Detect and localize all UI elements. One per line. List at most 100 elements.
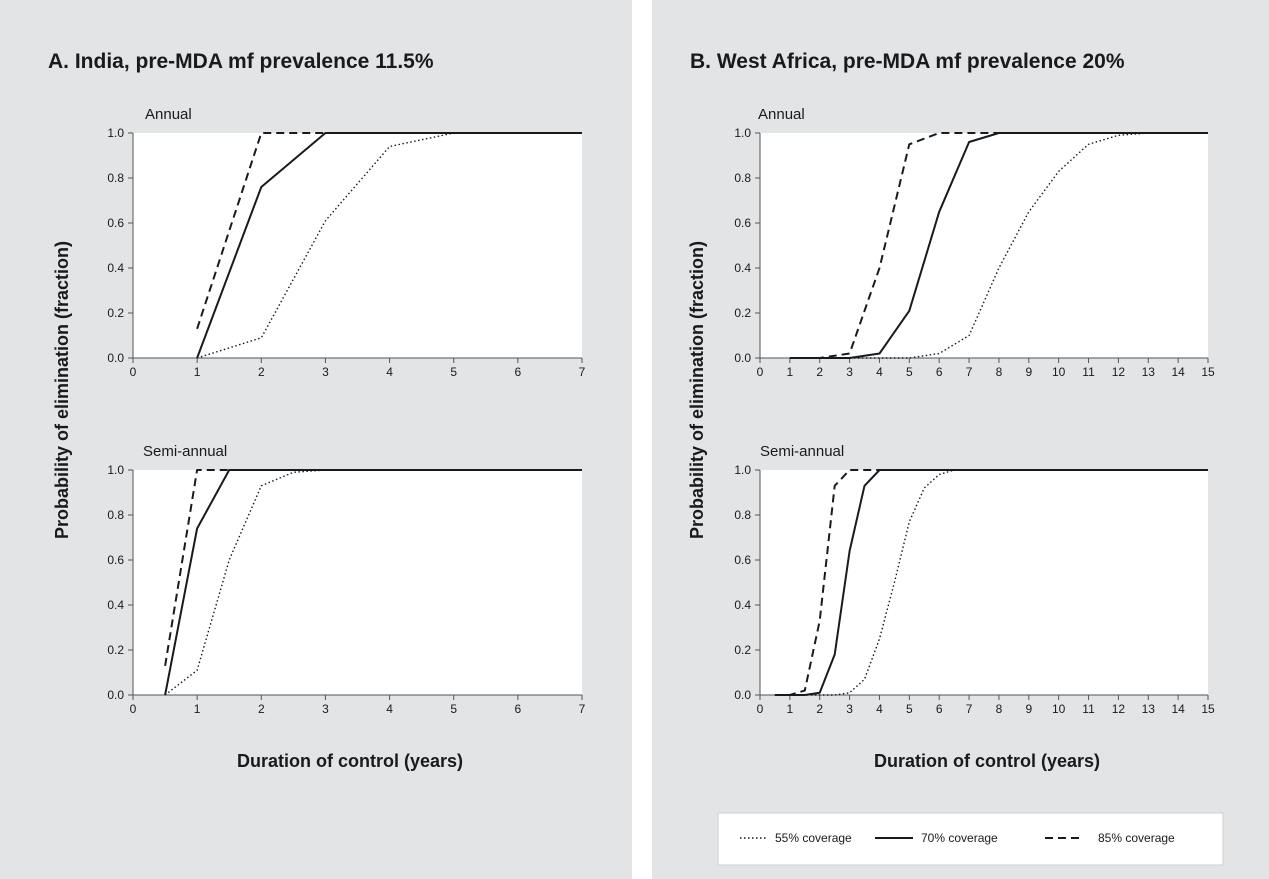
x-tick-label: 1 bbox=[194, 702, 201, 716]
y-tick-label: 0.2 bbox=[734, 643, 751, 657]
chart-westafrica-semiannual: 0.00.20.40.60.81.00 1 2 3 4 5 6 7 8 9 10 11 12 13 14 15 bbox=[734, 463, 1215, 716]
x-tick-label: 2 bbox=[816, 702, 823, 716]
x-tick-label: 6 bbox=[936, 365, 943, 379]
x-tick-label: 1 bbox=[194, 365, 201, 379]
y-tick-label: 0.6 bbox=[734, 216, 751, 230]
x-tick-label: 3 bbox=[846, 702, 853, 716]
x-tick-label: 9 bbox=[1025, 365, 1032, 379]
x-tick-label: 13 bbox=[1142, 365, 1156, 379]
x-tick-label: 4 bbox=[876, 702, 883, 716]
x-tick-label: 3 bbox=[322, 365, 329, 379]
x-tick-label: 1 bbox=[787, 365, 794, 379]
y-tick-label: 0.4 bbox=[107, 261, 124, 275]
y-tick-label: 0.8 bbox=[734, 171, 751, 185]
series-line-dotted bbox=[164, 469, 582, 696]
legend-item-85: 85% coverage bbox=[1045, 831, 1175, 845]
y-tick-label: 0.4 bbox=[734, 261, 751, 275]
y-tick-label: 0.8 bbox=[734, 508, 751, 522]
x-tick-label: 2 bbox=[258, 702, 265, 716]
y-tick-label: 0.4 bbox=[107, 598, 124, 612]
series-line-dashed bbox=[196, 132, 582, 330]
x-tick-label: 8 bbox=[996, 365, 1003, 379]
x-tick-label: 7 bbox=[579, 365, 586, 379]
x-tick-label: 5 bbox=[906, 365, 913, 379]
panel-a-x-axis-title: Duration of control (years) bbox=[237, 751, 463, 771]
plot-area bbox=[133, 470, 582, 695]
x-tick-label: 10 bbox=[1052, 702, 1066, 716]
x-tick-label: 0 bbox=[757, 365, 764, 379]
x-tick-label: 7 bbox=[579, 702, 586, 716]
legend-label-70: 70% coverage bbox=[921, 831, 998, 845]
legend: 55% coverage 70% coverage 85% coverage bbox=[717, 812, 1224, 866]
y-tick-label: 0.0 bbox=[107, 351, 124, 365]
x-tick-label: 15 bbox=[1201, 365, 1215, 379]
series-line-dashed bbox=[164, 469, 582, 666]
legend-label-85: 85% coverage bbox=[1098, 831, 1175, 845]
plot-area bbox=[133, 133, 582, 358]
series-line-solid bbox=[774, 469, 1208, 696]
plot-area bbox=[760, 133, 1208, 358]
y-tick-label: 0.4 bbox=[734, 598, 751, 612]
y-tick-label: 1.0 bbox=[107, 463, 124, 477]
panel-a-y-axis-title: Probability of elimination (fraction) bbox=[52, 241, 72, 539]
x-tick-label: 0 bbox=[130, 365, 137, 379]
y-tick-label: 0.2 bbox=[734, 306, 751, 320]
x-tick-label: 7 bbox=[966, 702, 973, 716]
y-tick-label: 1.0 bbox=[107, 126, 124, 140]
x-tick-label: 3 bbox=[846, 365, 853, 379]
y-tick-label: 0.2 bbox=[107, 306, 124, 320]
x-tick-label: 2 bbox=[258, 365, 265, 379]
x-tick-label: 0 bbox=[757, 702, 764, 716]
x-tick-label: 0 bbox=[130, 702, 137, 716]
series-line-dashed bbox=[789, 132, 1208, 359]
legend-box bbox=[717, 812, 1224, 866]
x-tick-label: 11 bbox=[1082, 702, 1095, 716]
y-tick-label: 0.6 bbox=[107, 216, 124, 230]
legend-item-55: 55% coverage bbox=[740, 831, 852, 845]
x-tick-label: 9 bbox=[1025, 702, 1032, 716]
subplot-a-annual-title: Annual bbox=[145, 106, 192, 123]
panel-a-title: A. India, pre-MDA mf prevalence 11.5% bbox=[48, 50, 434, 73]
x-tick-label: 5 bbox=[450, 365, 457, 379]
y-tick-label: 0.0 bbox=[734, 688, 751, 702]
x-tick-label: 8 bbox=[996, 702, 1003, 716]
chart-india-annual: 0.0 0.2 0.4 0.6 0.8 1.0 0 1 2 3 4 5 6 7 bbox=[107, 126, 585, 379]
y-tick-label: 0.0 bbox=[734, 351, 751, 365]
legend-item-70: 70% coverage bbox=[875, 831, 998, 845]
x-tick-label: 7 bbox=[966, 365, 973, 379]
y-tick-label: 0.6 bbox=[734, 553, 751, 567]
chart-westafrica-annual: 0.00.20.40.60.81.00 1 2 3 4 5 6 7 8 9 10 11 12 13 14 15 bbox=[734, 126, 1215, 379]
x-tick-label: 15 bbox=[1201, 702, 1215, 716]
x-tick-label: 14 bbox=[1171, 702, 1185, 716]
series-line-dashed bbox=[774, 469, 1208, 696]
x-tick-label: 6 bbox=[936, 702, 943, 716]
x-tick-label: 14 bbox=[1171, 365, 1185, 379]
subplot-b-annual-title: Annual bbox=[758, 106, 805, 123]
x-tick-label: 13 bbox=[1142, 702, 1156, 716]
series-line-solid bbox=[196, 132, 582, 359]
x-tick-label: 5 bbox=[906, 702, 913, 716]
panel-b-y-axis-title: Probability of elimination (fraction) bbox=[687, 241, 707, 539]
y-tick-label: 0.6 bbox=[107, 553, 124, 567]
x-tick-label: 1 bbox=[787, 702, 794, 716]
panel-a-background bbox=[0, 0, 632, 879]
x-tick-label: 10 bbox=[1052, 365, 1066, 379]
x-tick-label: 3 bbox=[322, 702, 329, 716]
x-tick-label: 12 bbox=[1112, 702, 1126, 716]
y-tick-label: 0.2 bbox=[107, 643, 124, 657]
plot-area bbox=[760, 470, 1208, 695]
y-tick-label: 0.0 bbox=[107, 688, 124, 702]
chart-india-semiannual: 0.0 0.2 0.4 0.6 0.8 1.0 0 1 2 3 4 5 6 7 bbox=[107, 463, 585, 716]
x-tick-label: 6 bbox=[515, 365, 522, 379]
x-tick-label: 4 bbox=[386, 365, 393, 379]
y-tick-label: 1.0 bbox=[734, 463, 751, 477]
y-tick-label: 1.0 bbox=[734, 126, 751, 140]
subplot-a-semiannual-title: Semi-annual bbox=[143, 443, 227, 460]
x-tick-label: 4 bbox=[876, 365, 883, 379]
x-tick-label: 12 bbox=[1112, 365, 1126, 379]
subplot-b-semiannual-title: Semi-annual bbox=[760, 443, 844, 460]
x-tick-label: 2 bbox=[816, 365, 823, 379]
y-tick-label: 0.8 bbox=[107, 508, 124, 522]
panel-b-title: B. West Africa, pre-MDA mf prevalence 20… bbox=[690, 50, 1125, 73]
